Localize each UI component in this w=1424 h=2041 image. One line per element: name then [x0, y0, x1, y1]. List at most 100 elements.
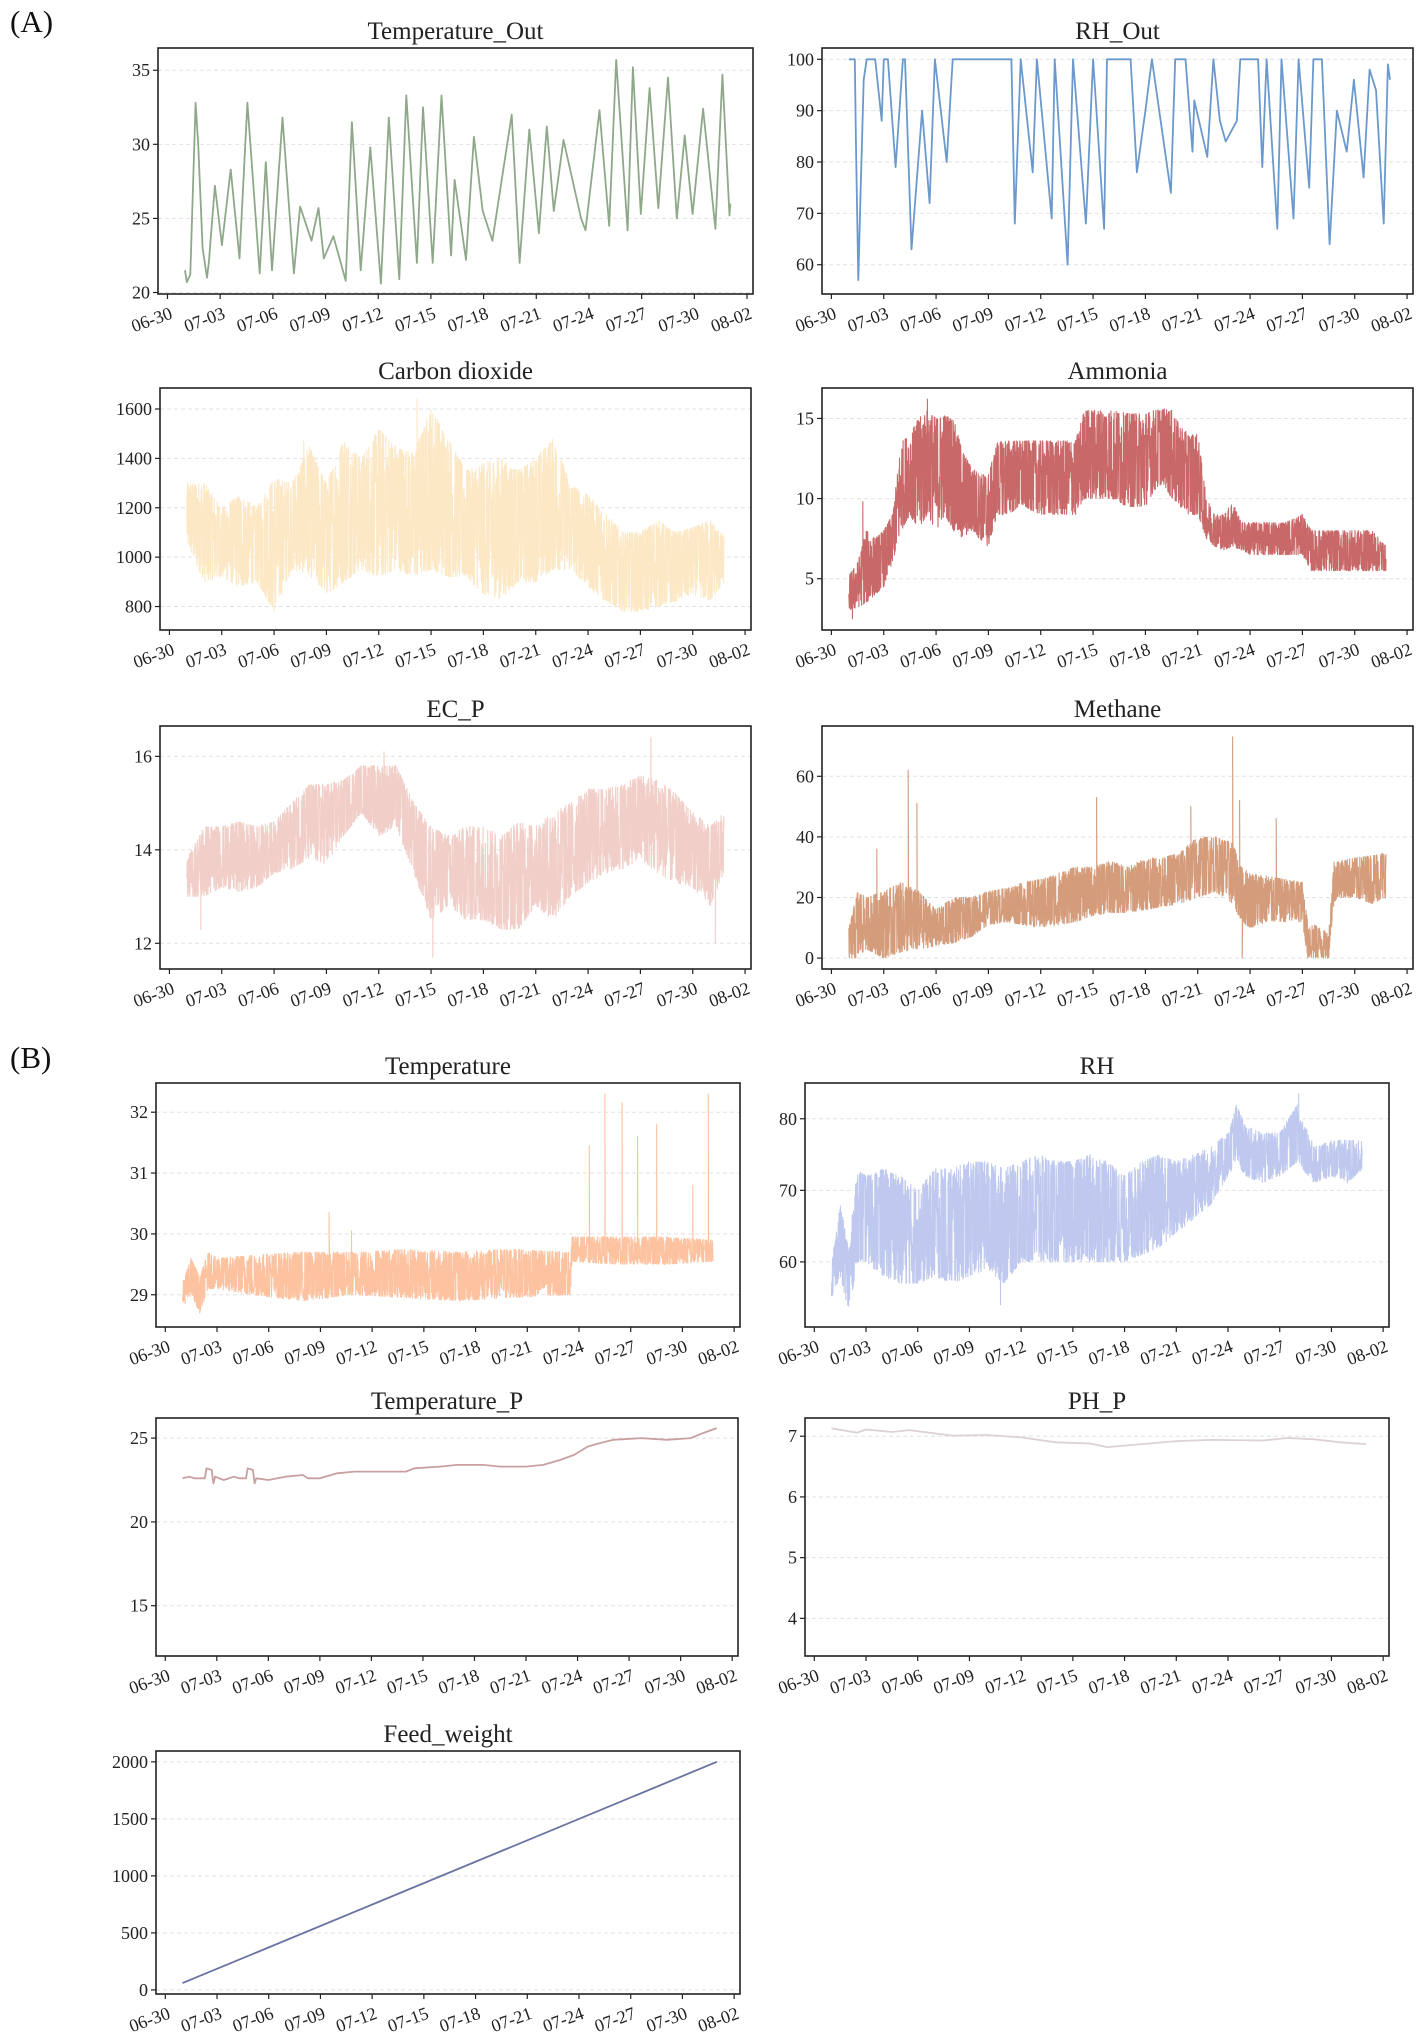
x-tick-label: 07-12 — [333, 2003, 379, 2036]
y-tick-label: 80 — [796, 152, 814, 172]
plot-frame — [804, 1082, 1390, 1328]
x-tick-label: 07-18 — [436, 1665, 482, 1698]
x-tick-label: 06-30 — [792, 639, 838, 672]
x-tick-label: 08-02 — [706, 978, 752, 1011]
x-tick-label: 07-30 — [1316, 978, 1362, 1011]
x-tick-label: 06-30 — [792, 303, 838, 336]
series-line-temperature — [181, 1093, 714, 1314]
x-tick-label: 07-09 — [949, 978, 995, 1011]
x-tick-label: 06-30 — [792, 978, 838, 1011]
y-tick-label: 100 — [787, 49, 814, 69]
y-tick-label: 60 — [796, 255, 814, 275]
x-tick-label: 07-03 — [845, 978, 891, 1011]
x-tick-label: 06-30 — [130, 978, 176, 1011]
x-tick-label: 07-18 — [1086, 1665, 1132, 1698]
x-tick-label: 07-18 — [1086, 1336, 1132, 1369]
x-tick-label: 07-09 — [282, 1336, 328, 1369]
x-tick-label: 07-06 — [235, 978, 281, 1011]
x-tick-label: 07-21 — [1137, 1336, 1183, 1369]
x-tick-label: 07-06 — [879, 1665, 925, 1698]
y-tick-label: 29 — [130, 1285, 148, 1305]
series-line-rh — [830, 1093, 1363, 1307]
y-tick-label: 20 — [130, 1512, 148, 1532]
x-tick-label: 07-18 — [437, 1336, 483, 1369]
y-tick-label: 35 — [132, 60, 150, 80]
y-tick-label: 25 — [132, 208, 150, 228]
chart-title: RH — [1080, 1053, 1115, 1080]
series-line-rh-out — [848, 58, 1391, 282]
x-tick-label: 07-27 — [1241, 1665, 1287, 1698]
x-tick-label: 07-12 — [332, 1665, 378, 1698]
series-line-ammonia — [848, 398, 1387, 620]
x-tick-label: 07-09 — [931, 1665, 977, 1698]
x-tick-label: 07-18 — [437, 2003, 483, 2036]
x-tick-label: 07-09 — [931, 1336, 977, 1369]
x-tick-label: 07-15 — [392, 978, 438, 1011]
x-tick-label: 07-30 — [655, 303, 701, 336]
x-tick-label: 08-02 — [693, 1665, 739, 1698]
x-tick-label: 07-27 — [1263, 303, 1309, 336]
x-tick-label: 07-30 — [654, 978, 700, 1011]
x-tick-label: 07-24 — [1211, 303, 1257, 336]
y-tick-label: 15 — [796, 408, 814, 428]
x-tick-label: 06-30 — [775, 1665, 821, 1698]
x-tick-label: 07-27 — [601, 639, 647, 672]
panel-a-label: (A) — [10, 4, 54, 39]
x-tick-label: 07-03 — [183, 639, 229, 672]
y-tick-label: 7 — [788, 1426, 797, 1446]
chart-title: Temperature_P — [371, 1388, 523, 1415]
x-tick-label: 08-02 — [695, 1336, 741, 1369]
x-tick-label: 07-24 — [549, 639, 595, 672]
x-tick-label: 07-12 — [1002, 639, 1048, 672]
y-tick-label: 14 — [134, 840, 152, 860]
chart-title: Ammonia — [1068, 358, 1168, 385]
x-tick-label: 08-02 — [1368, 978, 1414, 1011]
x-tick-label: 07-03 — [181, 303, 227, 336]
y-tick-label: 40 — [796, 827, 814, 847]
y-tick-label: 6 — [788, 1487, 797, 1507]
y-tick-label: 0 — [139, 1980, 148, 2000]
chart-title: Carbon dioxide — [378, 358, 533, 385]
y-tick-label: 1500 — [112, 1809, 148, 1829]
x-tick-label: 07-18 — [1106, 978, 1152, 1011]
x-tick-label: 07-21 — [497, 978, 543, 1011]
x-tick-label: 07-30 — [1292, 1336, 1338, 1369]
x-tick-label: 07-24 — [540, 1336, 586, 1369]
x-tick-label: 08-02 — [1368, 639, 1414, 672]
x-tick-label: 07-06 — [229, 1665, 275, 1698]
x-tick-label: 07-21 — [1159, 639, 1205, 672]
plot-frame — [159, 725, 752, 970]
x-tick-label: 07-06 — [897, 639, 943, 672]
x-tick-label: 07-09 — [949, 303, 995, 336]
y-tick-label: 80 — [779, 1109, 797, 1129]
y-tick-label: 60 — [796, 766, 814, 786]
x-tick-label: 07-30 — [643, 1336, 689, 1369]
x-tick-label: 07-15 — [392, 639, 438, 672]
x-tick-label: 07-06 — [879, 1336, 925, 1369]
x-tick-label: 08-02 — [1368, 303, 1414, 336]
x-tick-label: 07-06 — [235, 639, 281, 672]
x-tick-label: 07-15 — [384, 1665, 430, 1698]
x-tick-label: 07-15 — [1054, 639, 1100, 672]
x-tick-label: 07-21 — [1137, 1665, 1183, 1698]
x-tick-label: 07-21 — [488, 1336, 534, 1369]
x-tick-label: 07-03 — [827, 1336, 873, 1369]
x-tick-label: 07-21 — [488, 2003, 534, 2036]
y-tick-label: 20 — [132, 283, 150, 303]
x-tick-label: 07-27 — [590, 1665, 636, 1698]
y-tick-label: 5 — [788, 1548, 797, 1568]
y-tick-label: 30 — [130, 1224, 148, 1244]
x-tick-label: 07-06 — [897, 978, 943, 1011]
y-tick-label: 70 — [796, 203, 814, 223]
plot-frame — [155, 1750, 741, 1995]
x-tick-label: 07-27 — [601, 978, 647, 1011]
series-line-feed-weight — [182, 1760, 718, 1984]
x-tick-label: 07-09 — [282, 2003, 328, 2036]
y-tick-label: 20 — [796, 887, 814, 907]
x-tick-label: 07-15 — [1034, 1665, 1080, 1698]
x-tick-label: 08-02 — [708, 303, 754, 336]
